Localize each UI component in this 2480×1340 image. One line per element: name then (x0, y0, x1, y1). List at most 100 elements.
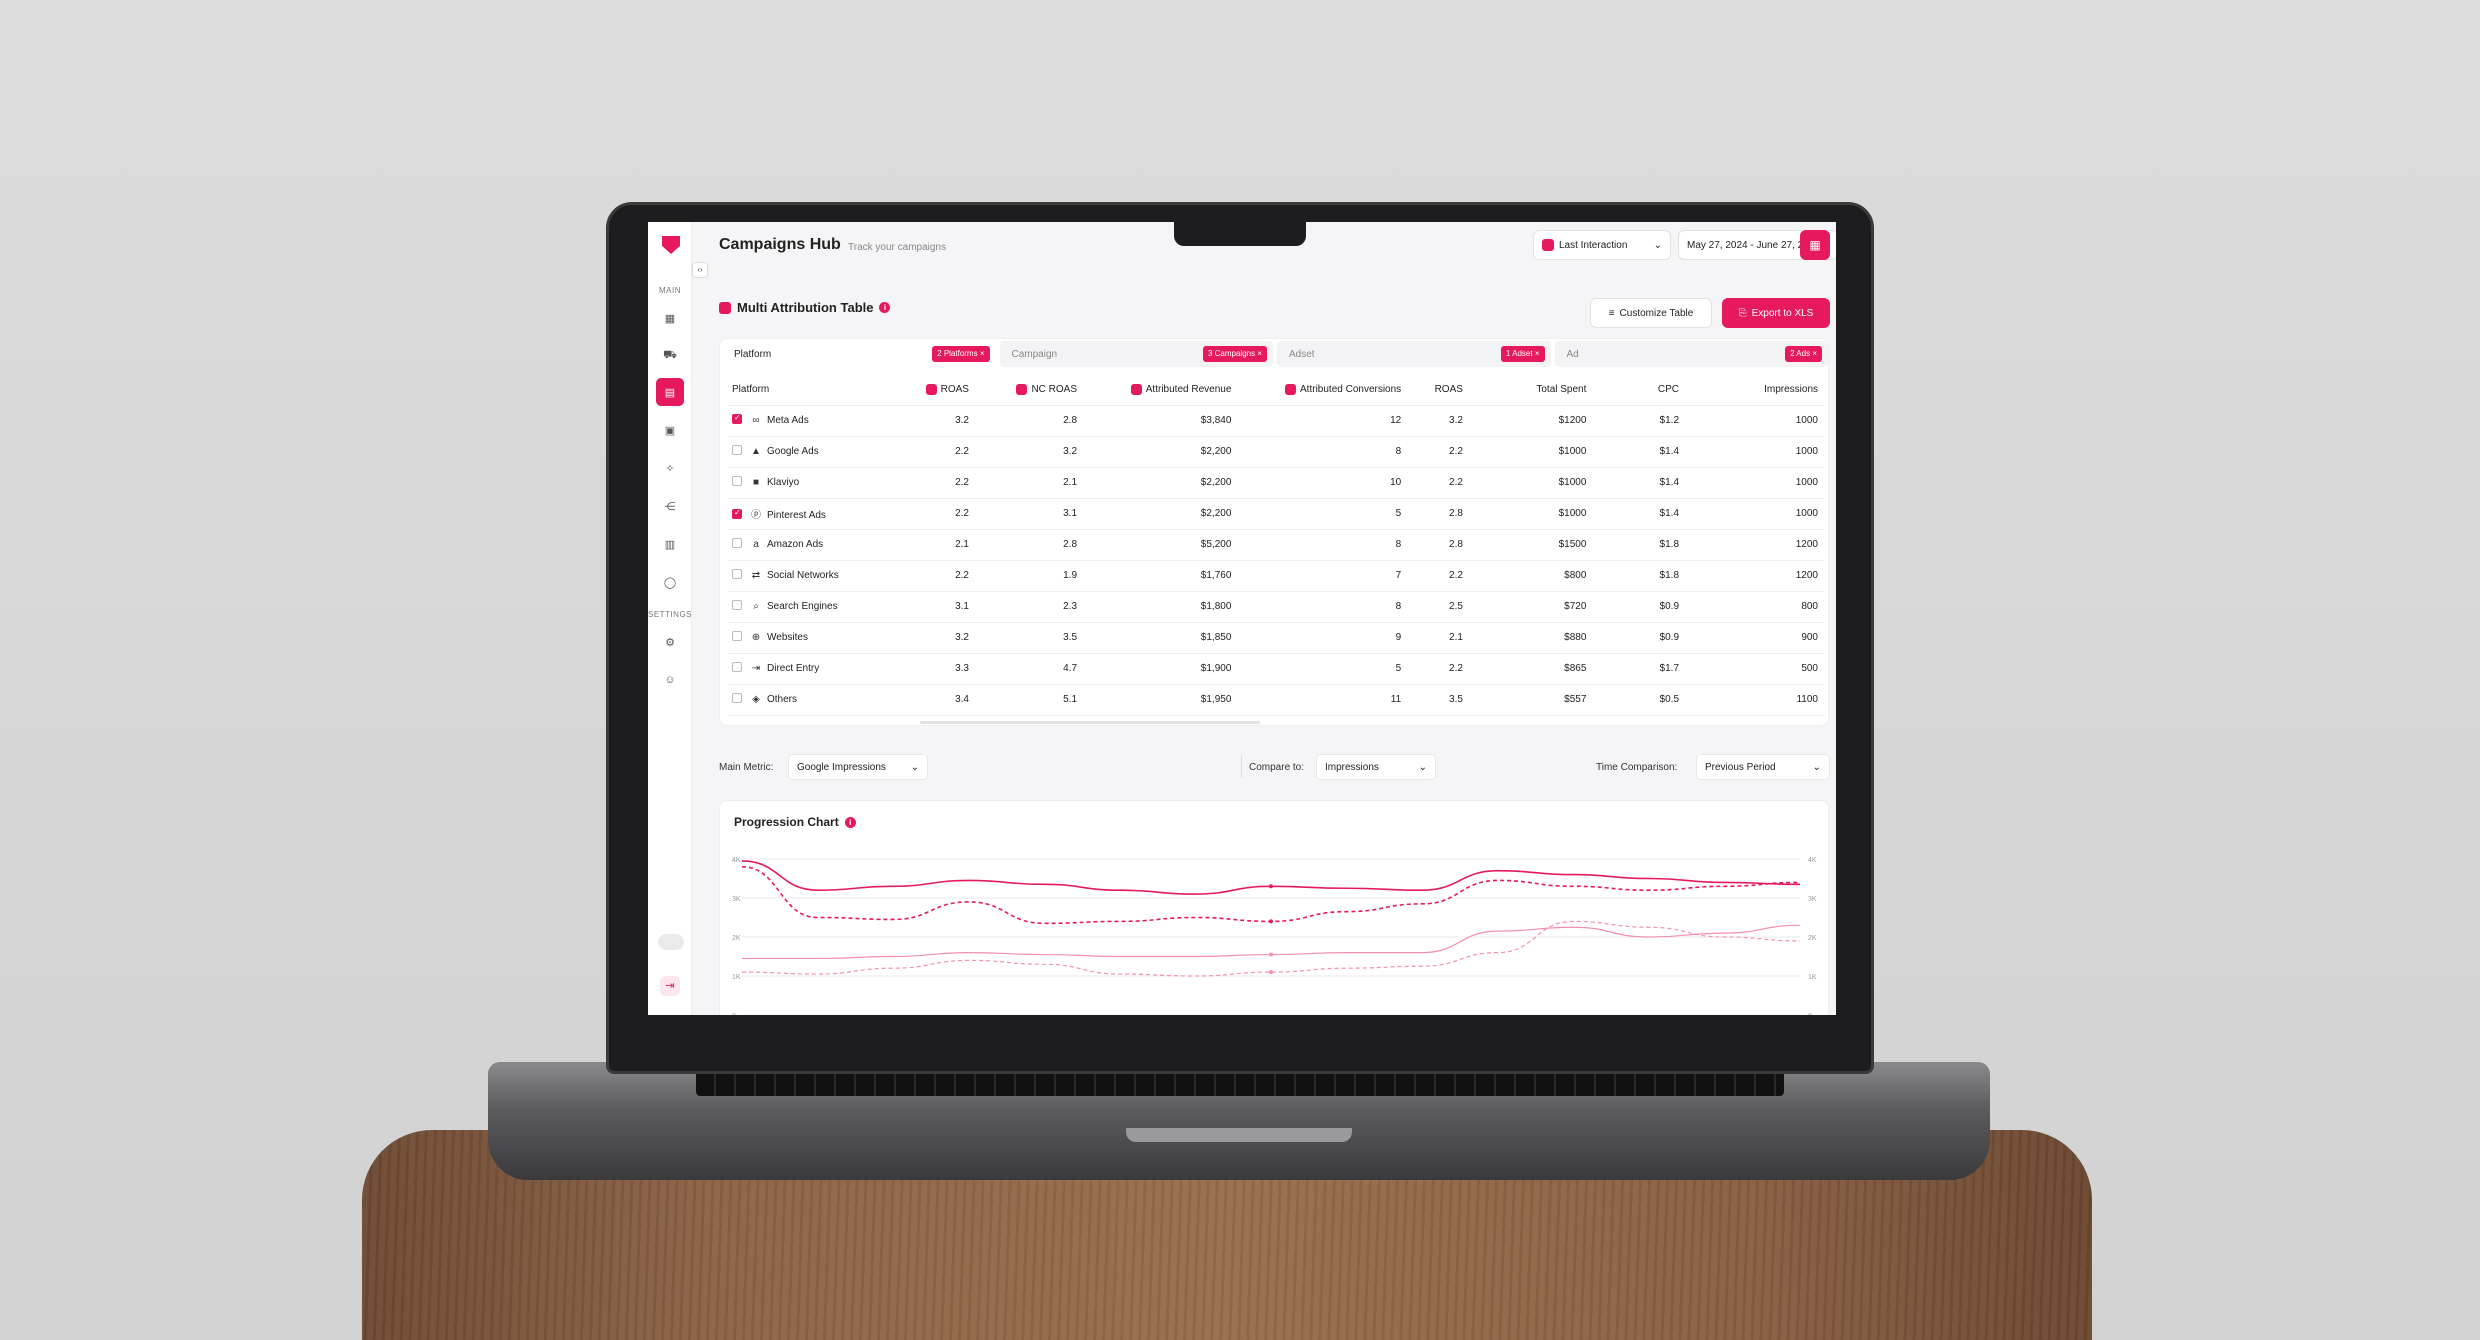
collapse-sidebar-icon[interactable]: ‹› (692, 262, 708, 278)
filter-bar: Platform 2 Platforms × Campaign 3 Campaigns… (720, 339, 1830, 369)
column-header[interactable]: Impressions (1685, 375, 1824, 406)
filter-tag[interactable]: 1 Adset × (1500, 346, 1545, 362)
cell-cpc: $1.4 (1592, 436, 1686, 468)
series-line[interactable] (742, 924, 1801, 960)
filter-campaign[interactable]: Campaign 3 Campaigns × (999, 341, 1273, 367)
cell-impressions: 1200 (1685, 560, 1824, 592)
cell-roas2: 2.8 (1407, 498, 1469, 530)
row-checkbox[interactable] (732, 662, 742, 673)
column-header[interactable]: Total Spent (1468, 375, 1593, 406)
horizontal-scrollbar[interactable] (920, 721, 1260, 724)
column-header[interactable]: Attributed Conversions (1237, 375, 1408, 406)
cell-roas2: 2.2 (1407, 436, 1469, 468)
cart-icon[interactable]: ⛟ (663, 349, 677, 361)
platform-name: Websites (767, 632, 808, 643)
filter-adset[interactable]: Adset 1 Adset × (1277, 341, 1551, 367)
series-point[interactable] (1269, 970, 1273, 975)
column-header[interactable]: Attributed Revenue (1083, 375, 1238, 406)
attribution-model-select[interactable]: Last Interaction ⌄ (1533, 230, 1671, 260)
customize-table-button[interactable]: ≡ Customize Table (1590, 298, 1712, 328)
cursor-icon[interactable]: ✧ (665, 462, 675, 475)
table-row[interactable]: ⇄ Social Networks 2.2 1.9 $1,760 7 2.2 $800 $1.8… (728, 560, 1824, 592)
user-settings-icon[interactable]: ☺ (664, 674, 676, 686)
globe-icon: ⊕ (751, 632, 761, 643)
column-header[interactable]: ROAS (913, 375, 975, 406)
column-header[interactable]: ROAS (1407, 375, 1469, 406)
report-icon[interactable]: ▣ (664, 424, 676, 437)
main-metric-select[interactable]: Google Impressions ⌄ (788, 754, 928, 780)
row-checkbox[interactable] (732, 413, 742, 425)
filter-tag[interactable]: 3 Campaigns × (1202, 346, 1267, 362)
table-row[interactable]: a Amazon Ads 2.1 2.8 $5,200 8 2.8 $1500 $1.8 1200 (728, 529, 1824, 561)
table-row[interactable]: ◈ Others 3.4 5.1 $1,950 11 3.5 $557 $0.5 1100 (728, 684, 1824, 716)
series-point[interactable] (1269, 952, 1273, 957)
share-icon[interactable]: ⋲ (664, 500, 676, 513)
table-body: ∞Meta Ads3.22.8$3,840123.2$1200$1.21000▲… (728, 405, 1824, 716)
cell-roas: 3.2 (913, 405, 975, 437)
row-checkbox[interactable] (732, 569, 742, 580)
y-tick-left: 1K (732, 974, 741, 981)
export-xls-button[interactable]: ⎘ Export to XLS (1722, 298, 1830, 328)
time-comparison-select[interactable]: Previous Period ⌄ (1696, 754, 1830, 780)
table-row[interactable]: ■ Klaviyo 2.2 2.1 $2,200 10 2.2 $1000 $1.4 1000 (728, 467, 1824, 499)
chat-icon[interactable]: ◯ (663, 576, 677, 589)
y-tick-right: 2K (1808, 935, 1817, 942)
brand-logo[interactable] (662, 236, 680, 254)
logout-icon[interactable]: ⇥ (660, 976, 680, 996)
row-checkbox[interactable] (732, 693, 742, 704)
cell-revenue: $5,200 (1083, 529, 1238, 561)
row-checkbox[interactable] (732, 476, 742, 487)
column-header[interactable]: CPC (1592, 375, 1686, 406)
cell-nc_roas: 2.1 (974, 467, 1084, 499)
table-row[interactable]: ⓟ Pinterest Ads 2.23.1$2,20052.8$1000$1.41… (728, 498, 1824, 530)
table-icon[interactable]: ▤ (656, 378, 684, 406)
calendar-icon[interactable]: ▦ (1800, 230, 1830, 260)
info-icon[interactable]: i (879, 302, 891, 313)
row-checkbox[interactable] (732, 538, 742, 549)
cell-nc_roas: 3.1 (974, 498, 1084, 530)
filter-tag[interactable]: 2 Platforms × (932, 346, 990, 362)
filter-tag[interactable]: 2 Ads × (1785, 346, 1822, 362)
compare-select[interactable]: Impressions ⌄ (1316, 754, 1436, 780)
series-line[interactable] (741, 866, 1801, 925)
bar-chart-icon[interactable]: ▥ (664, 538, 676, 551)
platform-name: Klaviyo (767, 477, 800, 488)
platform-name: Meta Ads (767, 415, 809, 426)
row-checkbox[interactable] (732, 631, 742, 642)
chart-title: Progression Chart i (734, 815, 856, 829)
cell-cpc: $1.4 (1592, 498, 1686, 530)
series-line[interactable] (741, 860, 1801, 895)
table-row[interactable]: ▲ Google Ads 2.2 3.2 $2,200 8 2.2 $1000 $1.4 1000 (728, 436, 1824, 468)
cell-roas: 3.3 (913, 653, 975, 685)
series-line[interactable] (741, 920, 1801, 977)
info-icon[interactable]: i (844, 816, 856, 828)
column-header[interactable]: NC ROAS (974, 375, 1084, 406)
cell-spent: $865 (1468, 653, 1593, 685)
column-header[interactable]: Platform (728, 375, 914, 406)
cell-spent: $800 (1468, 560, 1593, 592)
integrations-icon[interactable]: ⚙ (665, 636, 675, 649)
filter-ad[interactable]: Ad 2 Ads × (1554, 341, 1828, 367)
cell-cpc: $0.5 (1592, 684, 1686, 716)
series-point[interactable] (1269, 919, 1273, 924)
row-checkbox[interactable] (732, 508, 742, 520)
meta-icon: ∞ (752, 415, 760, 426)
compare-value: Impressions (1325, 761, 1379, 773)
table-row[interactable]: ⇥ Direct Entry 3.3 4.7 $1,900 5 2.2 $865 $1.7 500 (728, 653, 1824, 685)
table-row[interactable]: ⊕ Websites 3.2 3.5 $1,850 9 2.1 $880 $0.9 900 (728, 622, 1824, 654)
cell-roas2: 3.2 (1407, 405, 1469, 437)
cell-conversions: 9 (1237, 622, 1408, 654)
series-point[interactable] (1269, 884, 1273, 889)
dashboard-icon[interactable]: ▦ (664, 312, 676, 325)
cell-impressions: 1100 (1685, 684, 1824, 716)
cell-revenue: $2,200 (1083, 436, 1238, 468)
filter-label: Adset (1289, 348, 1315, 360)
sidebar-section-settings: SETTINGS (648, 610, 693, 619)
row-checkbox[interactable] (732, 600, 742, 611)
search-icon: ⌕ (753, 601, 759, 612)
filter-platform[interactable]: Platform 2 Platforms × (722, 341, 996, 367)
table-row[interactable]: ⌕ Search Engines 3.1 2.3 $1,800 8 2.5 $720 $0.9 8… (728, 591, 1824, 623)
theme-toggle[interactable] (658, 934, 684, 950)
row-checkbox[interactable] (732, 445, 742, 456)
